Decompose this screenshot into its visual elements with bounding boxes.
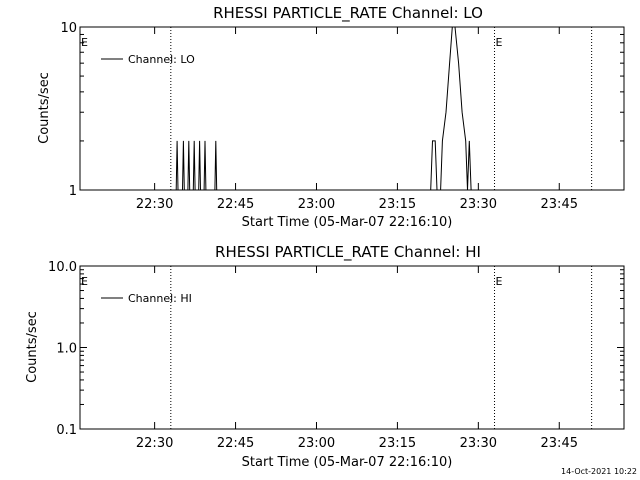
chart-title: RHESSI PARTICLE_RATE Channel: LO [213, 4, 483, 23]
y-axis-label: Counts/sec [25, 311, 40, 383]
event-marker-label: E [496, 36, 503, 49]
x-axis-label: Start Time (05-Mar-07 22:16:10) [242, 215, 453, 230]
legend-label: Channel: LO [128, 53, 195, 66]
x-tick-label: 23:00 [298, 197, 335, 212]
y-axis-label: Counts/sec [37, 72, 52, 144]
chart-panel-lo: RHESSI PARTICLE_RATE Channel: LO Counts/… [37, 4, 625, 230]
y-tick-label: 0.1 [56, 423, 77, 438]
y-tick-label: 1 [69, 184, 77, 199]
y-tick-label: 1.0 [56, 342, 77, 357]
x-tick-label: 22:45 [217, 436, 254, 451]
x-axis-label: Start Time (05-Mar-07 22:16:10) [242, 455, 453, 470]
footer-timestamp: 14-Oct-2021 10:22 [561, 467, 637, 476]
y-tick-label: 10.0 [48, 260, 77, 275]
x-tick-label: 23:00 [298, 436, 335, 451]
x-tick-label: 22:30 [136, 436, 173, 451]
x-tick-label: 23:45 [541, 436, 578, 451]
x-tick-label: 23:45 [541, 197, 578, 212]
chart-title: RHESSI PARTICLE_RATE Channel: HI [215, 243, 481, 262]
event-marker-label: E [496, 275, 503, 288]
x-tick-label: 23:30 [460, 436, 497, 451]
x-tick-label: 22:30 [136, 197, 173, 212]
chart-panel-hi: RHESSI PARTICLE_RATE Channel: HI Counts/… [25, 243, 625, 470]
x-tick-label: 23:30 [460, 197, 497, 212]
x-tick-label: 23:15 [379, 436, 416, 451]
series-line [80, 26, 624, 191]
event-marker-label: E [81, 36, 88, 49]
y-tick-label: 10 [60, 21, 77, 36]
legend-label: Channel: HI [128, 292, 192, 305]
event-marker-label: E [81, 275, 88, 288]
x-tick-label: 22:45 [217, 197, 254, 212]
x-tick-label: 23:15 [379, 197, 416, 212]
